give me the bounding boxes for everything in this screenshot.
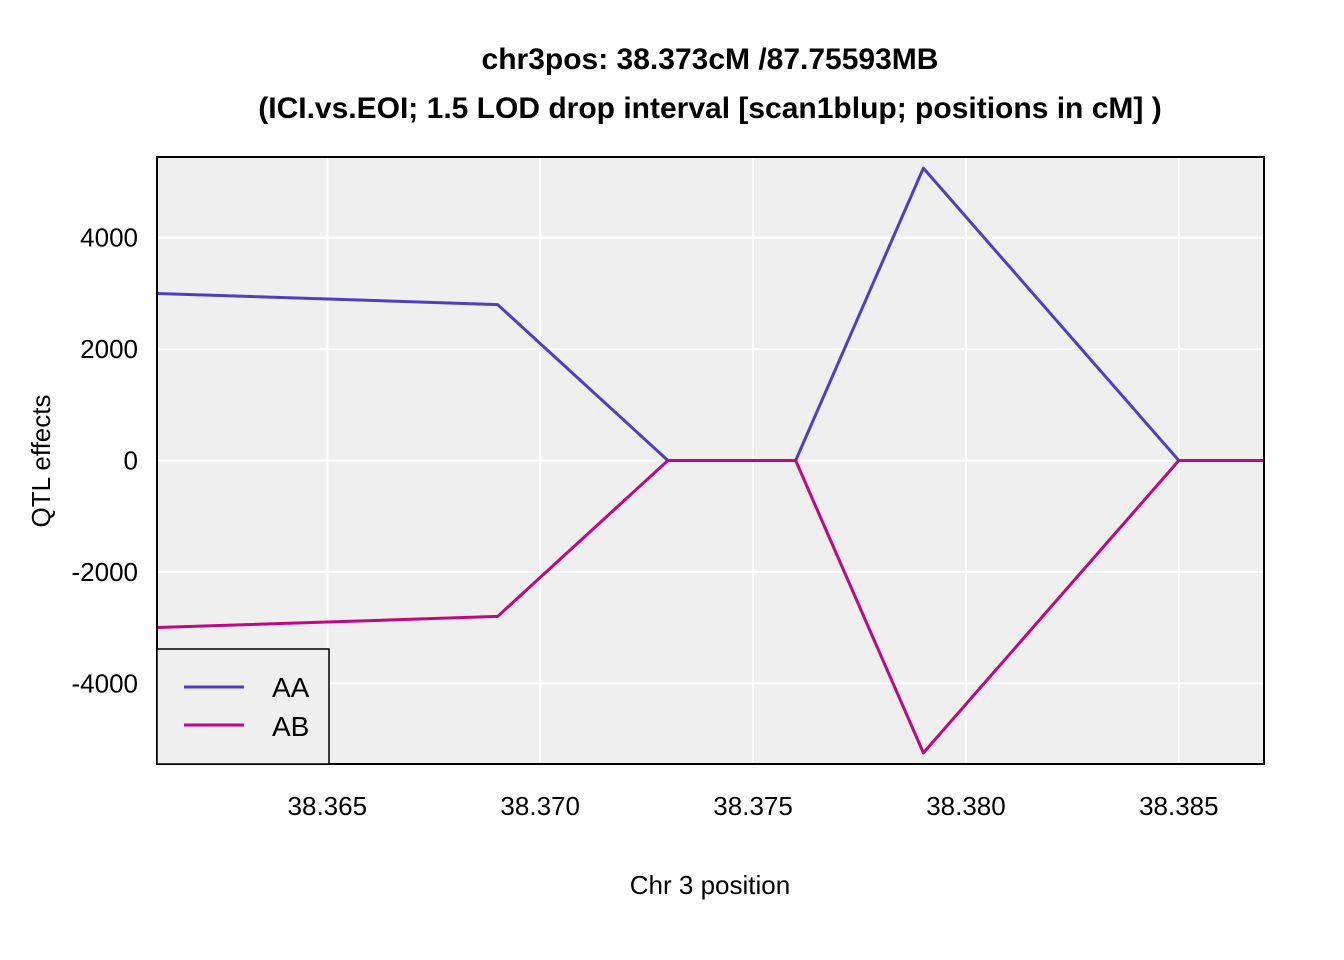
y-axis-label: QTL effects: [26, 395, 56, 528]
x-tick-label: 38.380: [926, 791, 1006, 821]
legend-label-ab: AB: [272, 711, 309, 742]
y-tick-label: -4000: [72, 668, 139, 698]
chart-title-line2: (ICI.vs.EOI; 1.5 LOD drop interval [scan…: [258, 92, 1161, 125]
x-tick-label: 38.365: [288, 791, 368, 821]
y-tick-label: -2000: [72, 557, 139, 587]
x-tick-label: 38.370: [500, 791, 580, 821]
y-axis-ticks: 4000 2000 0 -2000 -4000: [72, 223, 139, 699]
series-lines: [156, 166, 1264, 755]
y-tick-label: 2000: [80, 334, 138, 364]
legend-box: [156, 648, 330, 765]
y-tick-label: 4000: [80, 223, 138, 253]
legend: AA AB: [156, 648, 330, 765]
y-tick-label: 0: [124, 446, 138, 476]
plot-frame: [156, 156, 1265, 765]
series-line-ab: [156, 459, 1264, 755]
x-axis-ticks: 38.365 38.370 38.375 38.380 38.385: [288, 791, 1219, 821]
legend-label-aa: AA: [272, 672, 310, 703]
chart-title-line1: chr3pos: 38.373cM /87.75593MB: [482, 43, 939, 76]
x-tick-label: 38.375: [713, 791, 793, 821]
x-tick-label: 38.385: [1139, 791, 1219, 821]
x-axis-label: Chr 3 position: [630, 870, 790, 900]
